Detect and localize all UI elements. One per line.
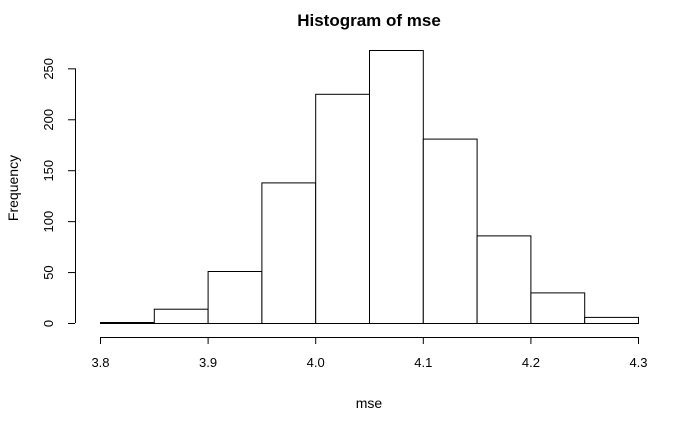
y-tick-label: 0 (41, 320, 56, 327)
bars-group (100, 50, 640, 325)
histogram-bar-2 (207, 271, 263, 324)
y-tick-label: 50 (41, 265, 56, 279)
x-axis: 3.8 3.9 4.0 4.1 4.2 4.3 (91, 337, 648, 370)
y-axis: 0 50 100 150 200 250 (41, 58, 76, 327)
y-tick-label: 150 (41, 160, 56, 182)
x-tick-label: 4.3 (629, 355, 647, 370)
y-tick-label: 100 (41, 211, 56, 233)
histogram-bar-1 (153, 308, 209, 325)
histogram-bar-7 (476, 235, 532, 324)
x-tick-label: 4.1 (414, 355, 432, 370)
chart-title: Histogram of mse (297, 11, 441, 30)
y-tick-label: 200 (41, 109, 56, 131)
y-tick-label: 250 (41, 58, 56, 80)
x-tick-label: 3.8 (91, 355, 109, 370)
x-tick-label: 3.9 (199, 355, 217, 370)
histogram-bar-4 (315, 93, 371, 324)
x-tick-label: 4.2 (522, 355, 540, 370)
y-axis-label: Frequency (5, 155, 21, 221)
histogram-bar-8 (530, 292, 586, 324)
histogram-bar-6 (422, 138, 478, 324)
histogram-bar-0 (100, 322, 155, 324)
histogram-bar-5 (369, 50, 424, 324)
histogram-bar-9 (584, 316, 640, 324)
histogram-bar-3 (261, 182, 317, 324)
x-axis-label: mse (356, 395, 383, 411)
x-tick-label: 4.0 (307, 355, 325, 370)
